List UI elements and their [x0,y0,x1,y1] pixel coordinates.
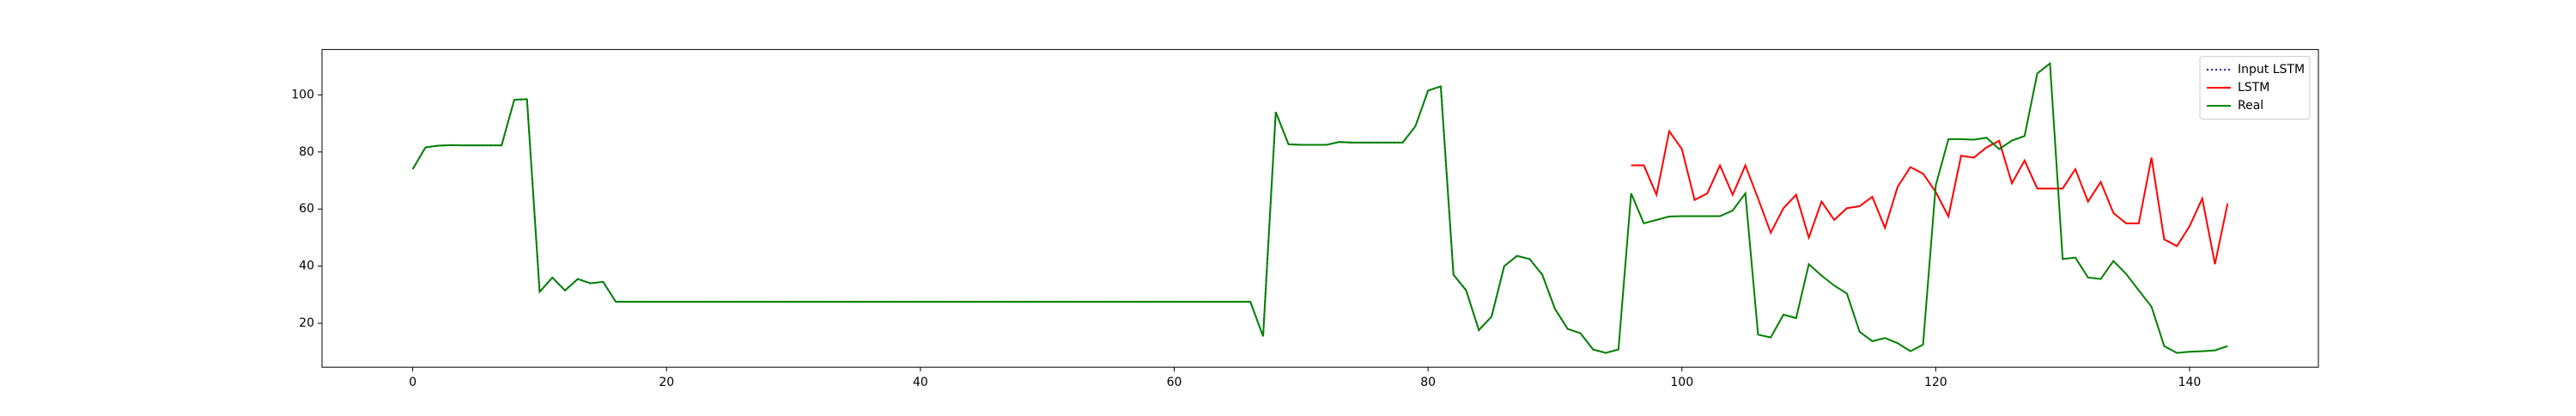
x-tick-label: 40 [913,376,928,389]
y-tick-label: 100 [291,88,314,101]
legend-label: Input LSTM [2238,63,2305,76]
y-tick-label: 40 [299,260,314,273]
series-line [1631,129,2229,265]
series-line [411,85,1619,354]
x-tick-label: 0 [409,376,416,389]
x-tick-label: 60 [1167,376,1182,389]
x-tick-label: 100 [1670,376,1693,389]
x-tick-label: 80 [1420,376,1436,389]
x-tick-label: 120 [1924,376,1947,389]
x-tick-label: 20 [659,376,674,389]
legend-label: Real [2238,99,2263,113]
y-tick-label: 20 [299,316,314,330]
x-tick-label: 140 [2178,376,2202,389]
axes-frame [321,49,2319,368]
y-tick-label: 60 [299,202,314,216]
series-line [411,61,2228,354]
legend-label: LSTM [2238,81,2269,95]
legend-box [2199,56,2311,120]
y-tick-label: 80 [299,145,314,159]
